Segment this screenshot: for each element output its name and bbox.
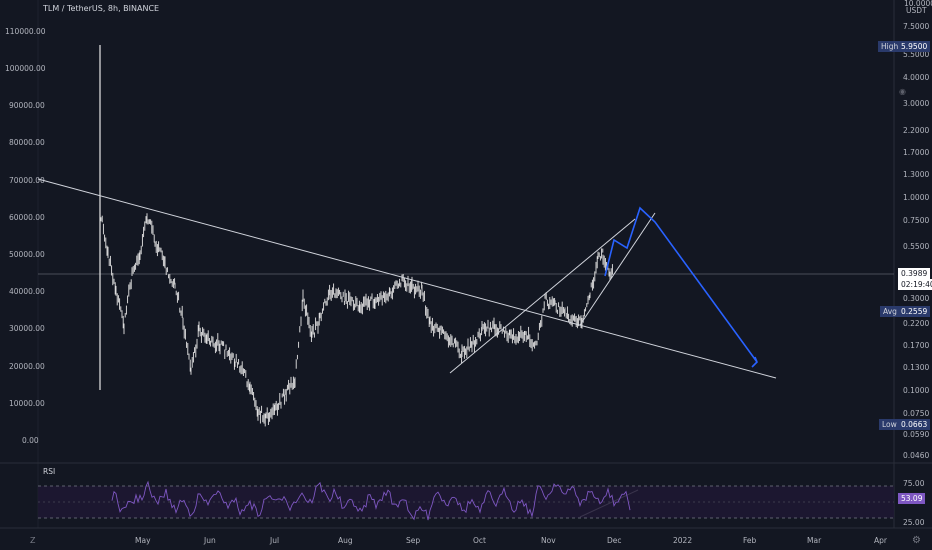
- avg-label-badge: Avg: [880, 306, 900, 317]
- projection-path[interactable]: [604, 206, 758, 363]
- time-axis-label: Feb: [743, 536, 757, 545]
- left-axis-tick: 10000.00: [9, 399, 45, 408]
- left-axis-tick: 110000.00: [5, 27, 46, 36]
- price-axis-tick: 1.0000: [903, 193, 929, 202]
- price-axis-tick: 0.0590: [903, 430, 929, 439]
- time-axis-label: 2022: [673, 536, 692, 545]
- left-axis-tick: 30000.00: [9, 324, 45, 333]
- price-axis-tick: 7.5000: [903, 22, 929, 31]
- eye-icon[interactable]: ◉: [899, 87, 906, 96]
- price-axis-tick: 0.1000: [903, 386, 929, 395]
- symbol-title[interactable]: TLM / TetherUS, 8h, BINANCE: [43, 4, 160, 13]
- bar-countdown-badge: 02:19:40: [898, 279, 932, 290]
- rsi-indicator-label[interactable]: RSI: [43, 467, 56, 476]
- price-axis-top-value: 10.0000: [904, 0, 932, 8]
- rsi-pane[interactable]: 75.00 25.00: [38, 479, 925, 527]
- rsi-line: [111, 480, 631, 521]
- price-axis-tick: 0.2200: [903, 319, 929, 328]
- time-axis[interactable]: May Jun Jul Aug Sep Oct Nov Dec 2022 Feb…: [135, 536, 888, 545]
- time-axis-label: Nov: [541, 536, 556, 545]
- rsi-axis-tick: 75.00: [903, 479, 925, 488]
- high-label-badge: High: [878, 41, 902, 52]
- price-axis-tick: 4.0000: [903, 73, 929, 82]
- zoom-reset-button[interactable]: Z: [30, 536, 36, 545]
- price-axis-tick: 0.0460: [903, 451, 929, 460]
- left-axis-tick: 0.00: [22, 436, 39, 445]
- high-value-badge: 5.9500: [898, 41, 931, 52]
- projection-arrowhead-icon: [751, 356, 758, 368]
- left-axis-tick: 80000.00: [9, 138, 45, 147]
- time-axis-label: Oct: [473, 536, 486, 545]
- drawings[interactable]: [37, 178, 777, 518]
- price-axis-tick: 1.3000: [903, 170, 929, 179]
- price-axis-tick: 0.3000: [903, 294, 929, 303]
- left-axis-tick: 40000.00: [9, 287, 45, 296]
- rsi-value-badge: 53.09: [898, 493, 926, 504]
- low-value-badge: 0.0663: [898, 419, 931, 430]
- price-axis-tick: 0.5500: [903, 242, 929, 251]
- time-axis-label: Sep: [406, 536, 420, 545]
- price-axis-unit: USDT: [906, 6, 927, 15]
- price-axis-tick: 2.2000: [903, 126, 929, 135]
- left-axis-tick: 50000.00: [9, 250, 45, 259]
- time-axis-label: Apr: [874, 536, 888, 545]
- left-axis-tick: 70000.00: [9, 176, 45, 185]
- price-axis[interactable]: 7.5000 5.5000 4.0000 3.0000 2.2000 1.700…: [903, 22, 929, 460]
- wedge-lower-line[interactable]: [579, 212, 656, 326]
- price-axis-tick: 5.5000: [903, 50, 929, 59]
- left-axis-tick: 20000.00: [9, 362, 45, 371]
- time-axis-label: Jun: [203, 536, 216, 545]
- price-axis-tick: 0.0750: [903, 409, 929, 418]
- time-axis-label: Mar: [807, 536, 822, 545]
- channel-lower-line[interactable]: [449, 218, 636, 374]
- current-price-badge: 0.3989: [898, 268, 931, 279]
- time-axis-label: May: [135, 536, 151, 545]
- time-axis-label: Jul: [269, 536, 279, 545]
- left-axis-tick: 60000.00: [9, 213, 45, 222]
- price-axis-tick: 3.0000: [903, 99, 929, 108]
- left-axis-tick: 100000.00: [5, 64, 46, 73]
- descending-trendline[interactable]: [37, 178, 777, 379]
- left-axis-tick: 90000.00: [9, 101, 45, 110]
- rsi-axis-tick: 25.00: [903, 518, 925, 527]
- price-axis-tick: 0.7500: [903, 216, 929, 225]
- low-label-badge: Low: [879, 419, 900, 430]
- price-axis-tick: 1.7000: [903, 148, 929, 157]
- gear-icon[interactable]: ⚙: [912, 535, 921, 546]
- left-axis: 110000.00 100000.00 90000.00 80000.00 70…: [5, 27, 46, 445]
- time-axis-label: Dec: [607, 536, 622, 545]
- price-axis-tick: 0.1300: [903, 363, 929, 372]
- price-axis-tick: 0.1700: [903, 341, 929, 350]
- avg-value-badge: 0.2559: [898, 306, 931, 317]
- time-axis-label: Aug: [338, 536, 353, 545]
